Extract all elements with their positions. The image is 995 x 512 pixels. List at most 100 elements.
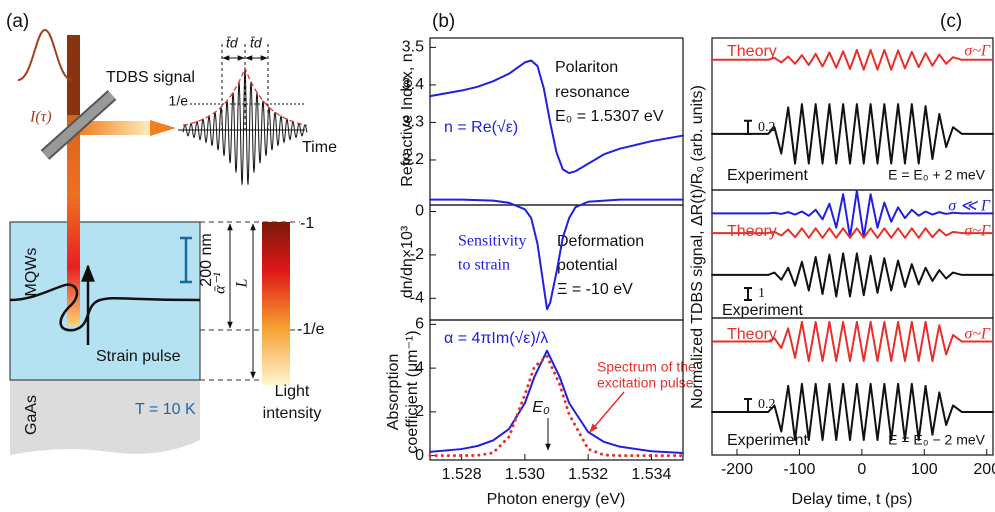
strain-pulse	[9, 283, 201, 332]
series-line	[429, 198, 684, 311]
annotation: σ~Γ	[964, 43, 991, 60]
series-label: Theory	[727, 326, 777, 343]
y-tick-label: 0	[415, 447, 424, 464]
y-axis-label: coefficient (μm⁻¹)	[404, 330, 421, 453]
series-line	[711, 227, 994, 239]
x-tick-label: 1.530	[505, 466, 545, 483]
plot-frame	[711, 317, 994, 456]
y-tick-label: 3.2	[402, 151, 424, 168]
pulse-label: I(τ)	[29, 109, 52, 126]
y-tick-label: 3.3	[402, 114, 424, 131]
annotation: n = Re(√ε)	[444, 119, 518, 136]
colorbar-tick: -1/e	[297, 321, 325, 338]
threshold-label: 1/e	[169, 93, 189, 109]
colorbar-label: Light	[275, 383, 310, 400]
annotation: Polariton	[555, 59, 618, 76]
delay-guide	[221, 44, 269, 130]
incident-beam	[67, 35, 80, 115]
annotation: α = 4πIm(√ε)/λ	[444, 330, 548, 347]
penetration-label: ᾱ⁻¹	[212, 272, 229, 294]
series-line	[711, 382, 994, 441]
annotation: Sensitivity	[458, 233, 526, 250]
substrate-label: GaAs	[23, 395, 40, 435]
panel-label: (c)	[940, 11, 962, 32]
series-label: Experiment	[722, 302, 803, 319]
series-label: Theory	[727, 223, 777, 240]
scale-bar	[744, 287, 752, 301]
x-axis-label: Photon energy (eV)	[487, 491, 626, 508]
signal-trace	[182, 67, 308, 185]
y-axis-label: Refractive Index, n	[399, 53, 416, 186]
x-tick-label: -200	[721, 461, 753, 478]
y-tick-label: -4	[410, 290, 424, 307]
series-line	[429, 349, 684, 454]
delay-label: t̄d	[250, 35, 263, 51]
series-line	[711, 48, 994, 71]
x-tick-label: 0	[857, 461, 866, 478]
series-label: Theory	[727, 43, 777, 60]
y-tick-label: 3.5	[402, 39, 424, 56]
x-tick-label: -100	[783, 461, 815, 478]
y-tick-label: 4	[415, 359, 424, 376]
spectrum-arrow	[589, 391, 625, 433]
time-label: Time	[302, 139, 337, 156]
annotation: σ~Γ	[964, 326, 991, 343]
series-line	[711, 103, 994, 165]
annotation: E₀	[532, 399, 550, 416]
series-line	[429, 59, 684, 175]
y-axis-label: Normalized TDBS signal, ΔR(t)/R₀ (arb. u…	[689, 85, 706, 409]
x-tick-label: 1.534	[631, 466, 671, 483]
thickness-label: L	[234, 278, 251, 288]
y-tick-label: 6	[415, 316, 424, 333]
annotation: excitation pulse	[597, 375, 694, 391]
annotation: resonance	[555, 84, 630, 101]
y-axis-label: Absorption	[385, 354, 402, 431]
scale-bar-label: 0.2	[758, 397, 776, 412]
setup-diagram: I(τ) TDBS signal t̄d t̄d 1/e Time MQWs 2…	[9, 28, 337, 470]
annotation: E = E₀ − 2 meV	[888, 432, 986, 448]
annotation: to strain	[458, 257, 510, 274]
plot-frame	[429, 319, 684, 461]
signal-label: TDBS signal	[106, 69, 195, 86]
x-axis-label: Delay time, t (ps)	[792, 491, 913, 508]
scale-bar	[744, 397, 752, 413]
annotation: Ξ = -10 eV	[557, 281, 633, 298]
y-tick-label: -2	[410, 246, 424, 263]
x-tick-label: 1.528	[442, 466, 482, 483]
annotation: E₀ = 1.5307 eV	[555, 108, 664, 125]
series-label: σ ≪ Γ	[948, 198, 991, 215]
pump-pulse	[17, 28, 73, 81]
series-label: Experiment	[727, 432, 808, 449]
scale-label: 200 nm	[198, 233, 215, 286]
annotation: Deformation	[557, 233, 644, 250]
substrate-edge	[10, 440, 200, 470]
colorbar-tick: -1	[300, 215, 314, 232]
reflected-beam	[80, 121, 152, 135]
layer-label: MQWs	[23, 248, 40, 297]
signal-envelope	[182, 66, 308, 126]
panel-label: (b)	[432, 11, 455, 32]
x-tick-label: 200	[973, 461, 995, 478]
reflected-arrow	[150, 120, 176, 136]
annotation: Spectrum of the	[597, 359, 696, 375]
series-line	[711, 320, 994, 363]
temperature-label: T = 10 K	[135, 401, 196, 418]
y-tick-label: 2	[415, 403, 424, 420]
scale-bar-label: 1	[758, 286, 765, 301]
mirror	[41, 91, 116, 159]
y-tick-label: 3.4	[402, 76, 424, 93]
series-line	[428, 354, 685, 458]
scale-bar	[180, 236, 192, 284]
annotation: potential	[557, 257, 618, 274]
y-axis-label: dn/dη×10³	[399, 225, 416, 298]
y-tick-label: 0	[415, 203, 424, 220]
mqw-layer	[9, 221, 201, 381]
panel-label: (a)	[6, 11, 29, 32]
x-tick-label: 100	[911, 461, 938, 478]
delay-label: t̄d	[226, 35, 239, 51]
scale-bar	[744, 119, 752, 135]
series-label: Experiment	[727, 167, 808, 184]
annotation: E = E₀ + 2 meV	[888, 167, 986, 183]
colorbar	[262, 222, 290, 385]
